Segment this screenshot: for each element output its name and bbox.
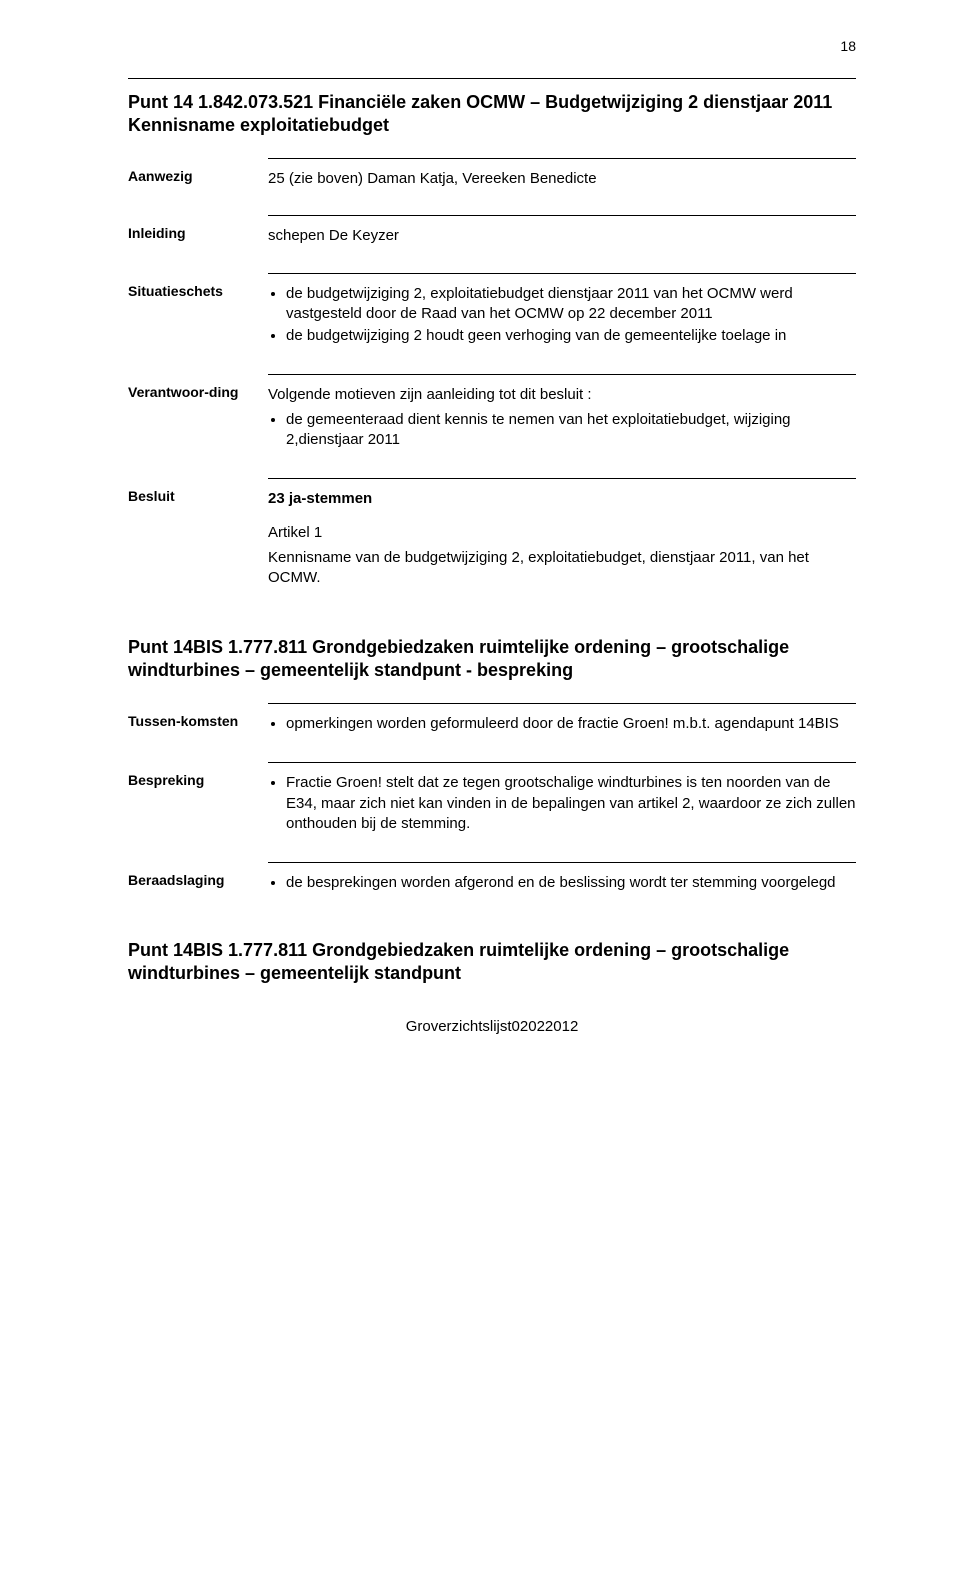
row-verantwoording: Verantwoor-ding Volgende motieven zijn a… xyxy=(128,374,856,464)
label-situatieschets: Situatieschets xyxy=(128,273,268,299)
value-bespreking: Fractie Groen! stelt dat ze tegen groots… xyxy=(268,762,856,848)
label-bespreking: Bespreking xyxy=(128,762,268,788)
row-bespreking: Bespreking Fractie Groen! stelt dat ze t… xyxy=(128,762,856,848)
verantwoording-item: de gemeenteraad dient kennis te nemen va… xyxy=(286,410,856,451)
section1-heading: Punt 14 1.842.073.521 Financiële zaken O… xyxy=(128,85,856,136)
beraadslaging-item: de besprekingen worden afgerond en de be… xyxy=(286,873,856,893)
besluit-artikel-label: Artikel 1 xyxy=(268,523,856,543)
section3-heading: Punt 14BIS 1.777.811 Grondgebiedzaken ru… xyxy=(128,933,856,984)
bespreking-item: Fractie Groen! stelt dat ze tegen groots… xyxy=(286,773,856,834)
label-inleiding: Inleiding xyxy=(128,215,268,241)
row-aanwezig: Aanwezig 25 (zie boven) Daman Katja, Ver… xyxy=(128,158,856,201)
value-situatieschets: de budgetwijziging 2, exploitatiebudget … xyxy=(268,273,856,361)
section2-heading: Punt 14BIS 1.777.811 Grondgebiedzaken ru… xyxy=(128,630,856,681)
label-beraadslaging: Beraadslaging xyxy=(128,862,268,888)
page-number: 18 xyxy=(128,38,856,54)
value-besluit: 23 ja-stemmen Artikel 1 Kennisname van d… xyxy=(268,478,856,604)
situatieschets-item: de budgetwijziging 2, exploitatiebudget … xyxy=(286,284,856,325)
value-inleiding: schepen De Keyzer xyxy=(268,215,856,258)
label-aanwezig: Aanwezig xyxy=(128,158,268,184)
besluit-artikel-text: Kennisname van de budgetwijziging 2, exp… xyxy=(268,548,856,589)
value-verantwoording: Volgende motieven zijn aanleiding tot di… xyxy=(268,374,856,464)
besluit-stemmen: 23 ja-stemmen xyxy=(268,489,856,509)
tussenkomsten-item: opmerkingen worden geformuleerd door de … xyxy=(286,714,856,734)
row-beraadslaging: Beraadslaging de besprekingen worden afg… xyxy=(128,862,856,907)
label-tussenkomsten: Tussen-komsten xyxy=(128,703,268,729)
page: 18 Punt 14 1.842.073.521 Financiële zake… xyxy=(0,0,960,1569)
situatieschets-item: de budgetwijziging 2 houdt geen verhogin… xyxy=(286,326,856,346)
value-tussenkomsten: opmerkingen worden geformuleerd door de … xyxy=(268,703,856,748)
value-beraadslaging: de besprekingen worden afgerond en de be… xyxy=(268,862,856,907)
section-rule xyxy=(128,78,856,79)
row-inleiding: Inleiding schepen De Keyzer xyxy=(128,215,856,258)
label-verantwoording: Verantwoor-ding xyxy=(128,374,268,400)
value-aanwezig: 25 (zie boven) Daman Katja, Vereeken Ben… xyxy=(268,158,856,201)
footer: Groverzichtslijst02022012 xyxy=(128,1018,856,1035)
row-tussenkomsten: Tussen-komsten opmerkingen worden geform… xyxy=(128,703,856,748)
verantwoording-intro: Volgende motieven zijn aanleiding tot di… xyxy=(268,385,856,405)
row-besluit: Besluit 23 ja-stemmen Artikel 1 Kennisna… xyxy=(128,478,856,604)
label-besluit: Besluit xyxy=(128,478,268,504)
row-situatieschets: Situatieschets de budgetwijziging 2, exp… xyxy=(128,273,856,361)
